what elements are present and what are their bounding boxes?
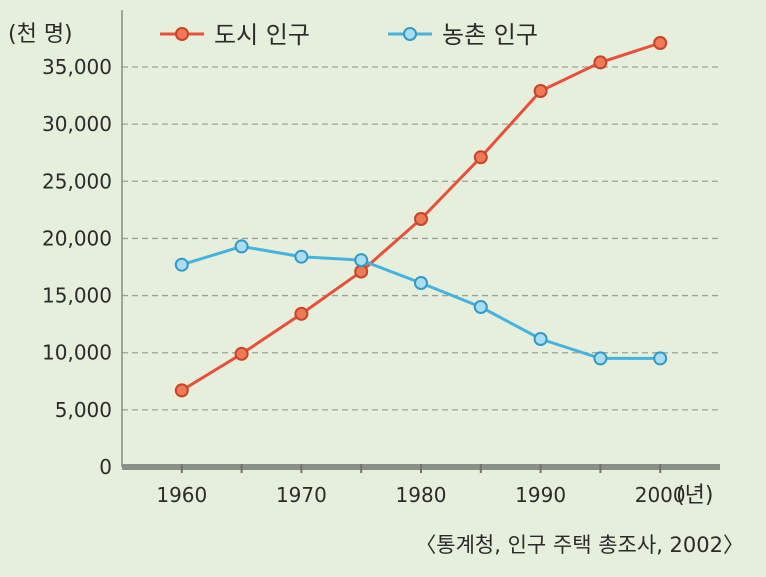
y-tick-label: 25,000 bbox=[42, 169, 112, 193]
x-axis: 1960 1970 1980 1990 2000 bbox=[121, 10, 720, 507]
y-tick-label: 35,000 bbox=[42, 55, 112, 79]
data-point-rural bbox=[294, 249, 309, 264]
data-point-urban bbox=[593, 55, 608, 70]
y-tick-label: 20,000 bbox=[42, 226, 112, 250]
data-point-rural bbox=[653, 351, 668, 366]
x-tick-label: 1980 bbox=[396, 483, 447, 507]
y-tick-label: 30,000 bbox=[42, 112, 112, 136]
y-tick-label: 0 bbox=[99, 455, 112, 479]
y-tick-label: 15,000 bbox=[42, 284, 112, 308]
data-point-urban bbox=[473, 150, 488, 165]
data-point-rural bbox=[234, 239, 249, 254]
data-point-rural bbox=[174, 257, 189, 272]
series-layer bbox=[174, 36, 668, 398]
x-axis-unit-label: (년) bbox=[676, 483, 713, 508]
y-tick-label: 5,000 bbox=[55, 398, 112, 422]
source-caption: 〈통계청, 인구 주택 총조사, 2002〉 bbox=[415, 533, 744, 557]
data-point-urban bbox=[653, 36, 668, 50]
x-tick-label: 1960 bbox=[156, 483, 207, 507]
y-axis-unit-label: (천 명) bbox=[8, 22, 73, 47]
data-point-urban bbox=[174, 383, 189, 398]
data-point-rural bbox=[354, 253, 369, 268]
data-point-urban bbox=[533, 84, 548, 98]
data-point-urban bbox=[414, 212, 428, 226]
x-tick-label: 1970 bbox=[276, 483, 327, 507]
y-tick-label: 10,000 bbox=[42, 341, 112, 365]
data-point-urban bbox=[354, 264, 369, 279]
data-point-rural bbox=[414, 276, 428, 290]
y-axis-tick-labels: 0 5,000 10,000 15,000 20,000 25,000 30,000 35,0… bbox=[42, 55, 112, 479]
legend-marker-rural bbox=[403, 27, 417, 41]
data-point-rural bbox=[593, 351, 608, 366]
legend-marker-urban bbox=[175, 27, 189, 41]
data-point-urban bbox=[234, 346, 249, 361]
series-line-rural bbox=[181, 244, 661, 360]
data-point-rural bbox=[533, 332, 548, 346]
x-tick-label: 1990 bbox=[515, 483, 566, 507]
legend-label-urban: 도시 인구 bbox=[214, 21, 310, 49]
legend: 도시 인구 농촌 인구 bbox=[160, 21, 538, 49]
data-point-urban bbox=[294, 306, 309, 321]
legend-label-rural: 농촌 인구 bbox=[442, 21, 538, 49]
data-point-rural bbox=[473, 300, 488, 314]
x-tick-label: 2000 bbox=[635, 483, 686, 507]
